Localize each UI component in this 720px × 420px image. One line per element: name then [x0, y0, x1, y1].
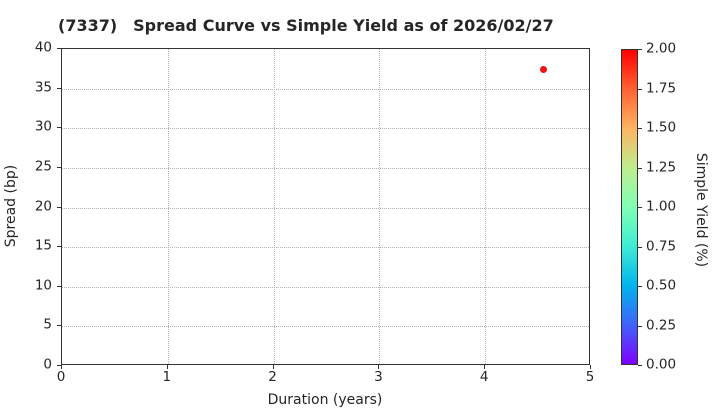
colorbar-tick-label: 0.50	[646, 277, 677, 294]
colorbar-tick-mark	[638, 286, 642, 287]
colorbar-tick-label: 0.00	[646, 356, 677, 373]
colorbar-tick-mark	[638, 49, 642, 50]
y-axis-label: Spread (bp)	[3, 164, 19, 248]
y-tick-mark	[57, 285, 61, 287]
y-tick-label: 10	[34, 277, 52, 293]
y-tick-label: 30	[34, 118, 52, 135]
y-gridline	[62, 326, 589, 328]
colorbar-tick-label: 1.75	[646, 79, 677, 96]
y-tick-mark	[57, 48, 61, 49]
x-axis-label: Duration (years)	[267, 392, 383, 408]
colorbar-tick-mark	[638, 207, 642, 208]
plot-area	[61, 48, 590, 365]
colorbar-tick-mark	[638, 325, 642, 327]
x-gridline	[379, 49, 381, 364]
chart-title: (7337) Spread Curve vs Simple Yield as o…	[58, 16, 554, 35]
y-tick-mark	[57, 206, 61, 208]
data-point	[539, 65, 547, 73]
x-tick-mark	[484, 365, 486, 369]
colorbar-label: Simple Yield (%)	[693, 152, 709, 268]
x-tick-label: 5	[585, 369, 595, 385]
colorbar-tick-label: 2.00	[646, 40, 677, 57]
y-tick-label: 40	[34, 39, 52, 56]
x-tick-label: 2	[268, 369, 277, 385]
y-tick-mark	[57, 365, 61, 366]
y-gridline	[62, 128, 589, 130]
x-gridline	[485, 49, 487, 364]
x-tick-label: 4	[479, 369, 489, 385]
colorbar-tick-label: 1.25	[646, 158, 677, 175]
y-gridline	[62, 167, 589, 169]
x-tick-mark	[61, 365, 62, 369]
x-gridline	[167, 49, 169, 364]
y-gridline	[62, 88, 589, 90]
y-tick-label: 5	[43, 316, 52, 333]
y-tick-mark	[57, 87, 61, 89]
x-tick-label: 3	[374, 369, 383, 385]
x-tick-mark	[166, 365, 168, 369]
y-tick-mark	[57, 166, 61, 168]
y-tick-label: 15	[34, 237, 52, 254]
colorbar-tick-mark	[638, 88, 642, 90]
y-tick-label: 0	[43, 356, 52, 373]
y-tick-mark	[57, 246, 61, 248]
colorbar	[621, 49, 638, 365]
x-tick-mark	[378, 365, 380, 369]
colorbar-tick-label: 0.25	[646, 316, 677, 333]
colorbar-tick-mark	[638, 167, 642, 169]
y-tick-label: 25	[34, 158, 52, 175]
colorbar-tick-mark	[638, 365, 642, 366]
x-tick-mark	[590, 365, 591, 369]
x-tick-label: 1	[162, 369, 172, 385]
colorbar-tick-mark	[638, 246, 642, 248]
x-tick-mark	[272, 365, 274, 369]
x-gridline	[273, 49, 275, 364]
y-tick-label: 35	[34, 78, 52, 95]
y-tick-mark	[57, 127, 61, 129]
y-gridline	[62, 286, 589, 288]
colorbar-tick-label: 1.50	[646, 119, 677, 136]
y-tick-label: 20	[34, 197, 52, 214]
x-tick-label: 0	[56, 369, 66, 385]
colorbar-tick-label: 0.75	[646, 237, 677, 254]
y-gridline	[62, 247, 589, 249]
colorbar-tick-label: 1.00	[646, 198, 677, 215]
colorbar-tick-mark	[638, 128, 642, 129]
y-gridline	[62, 207, 589, 209]
y-tick-mark	[57, 325, 61, 327]
